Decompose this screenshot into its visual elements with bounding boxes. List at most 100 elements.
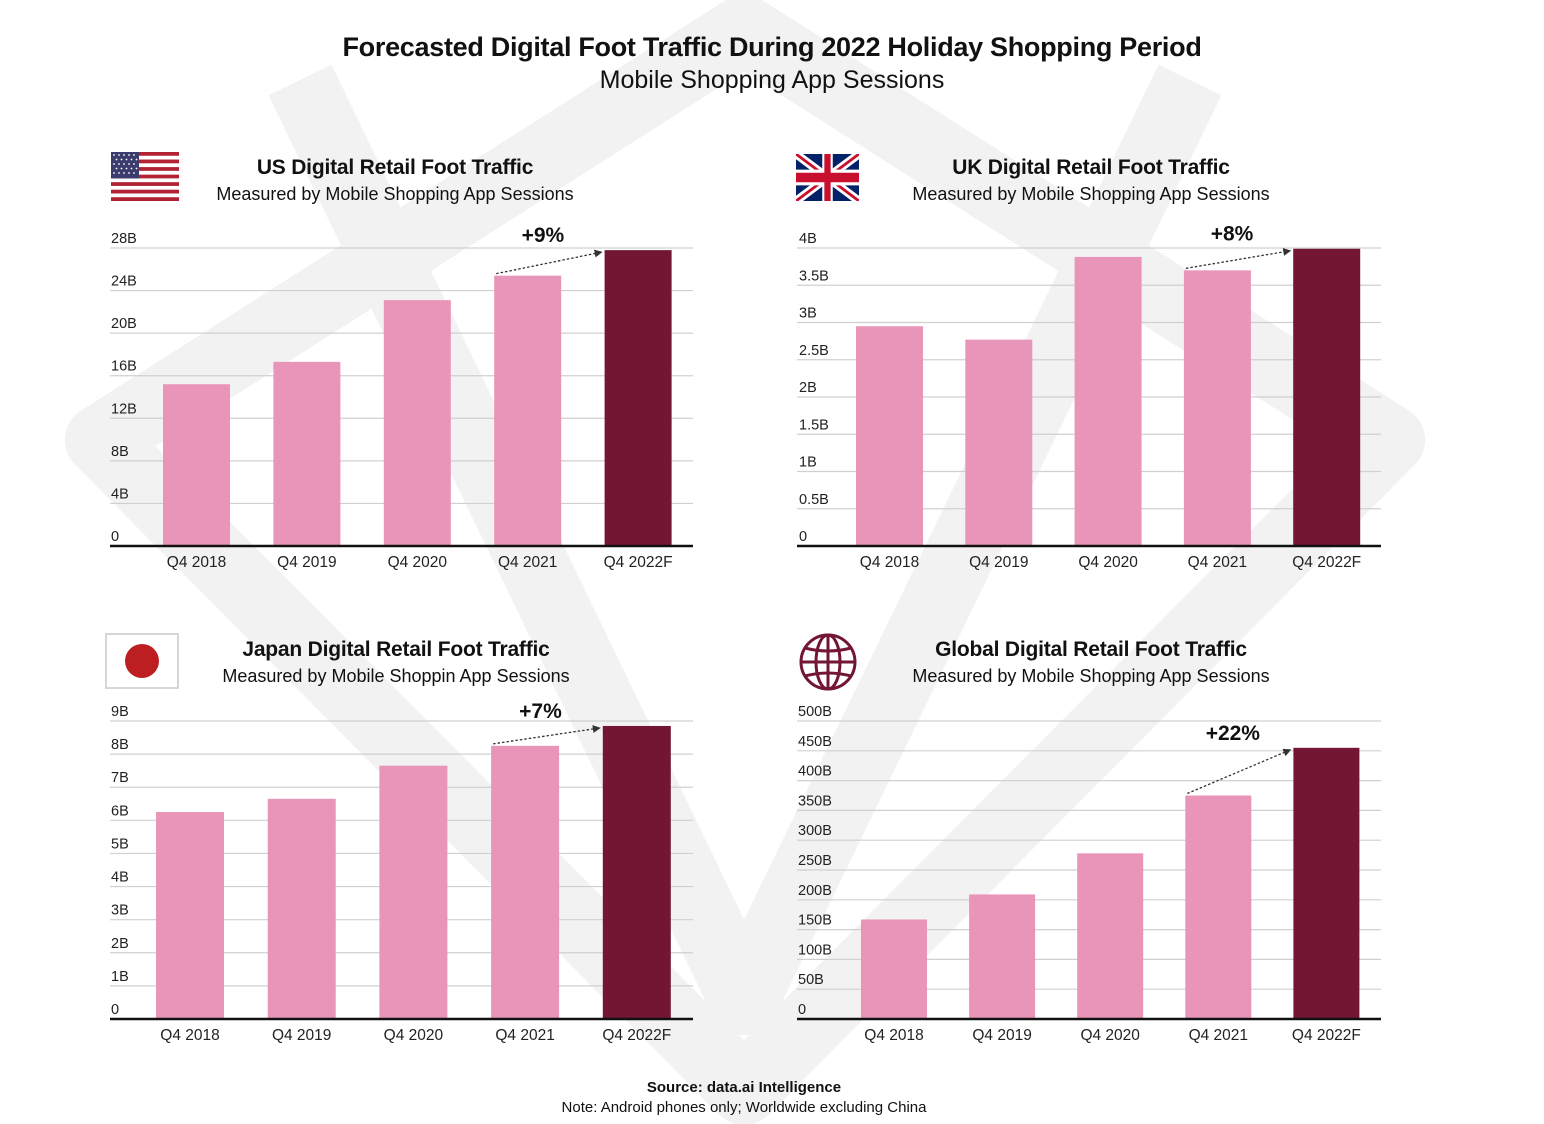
uk-bar-chart: 0 0.5B 1B 1.5B 2B 2.5B 3B 3.5B 4B Q4 2018 Q4 2019 Q…: [797, 223, 1381, 571]
y-tick-label: 4B: [111, 486, 129, 502]
y-tick-label: 7B: [111, 770, 129, 786]
x-tick-label: Q4 2019: [972, 1027, 1031, 1044]
bar: [861, 919, 927, 1019]
y-tick-label: 400B: [798, 764, 832, 780]
y-tick-label: 2B: [799, 380, 817, 396]
forecast-bar: [1293, 248, 1361, 546]
y-tick-label: 8B: [111, 737, 129, 753]
global-chart-title: Global Digital Retail Foot Traffic: [935, 638, 1247, 661]
x-tick-label: Q4 2018: [864, 1027, 923, 1044]
japan-flag-icon: [105, 633, 179, 689]
y-tick-label: 28B: [111, 231, 137, 247]
x-tick-label: Q4 2019: [277, 554, 336, 571]
japan-bar-chart: 0 1B 2B 3B 4B 5B 6B 7B 8B 9B Q4 2018 Q4 2019 Q4 2020…: [110, 700, 693, 1044]
x-tick-label: Q4 2022F: [1292, 1027, 1361, 1044]
y-tick-label: 3B: [111, 903, 129, 919]
bar: [267, 798, 336, 1019]
x-tick-label: Q4 2021: [1189, 1027, 1248, 1044]
y-tick-label: 500B: [798, 704, 832, 720]
x-tick-label: Q4 2020: [1080, 1027, 1140, 1044]
japan-chart-subtitle: Measured by Mobile Shoppin App Sessions: [222, 666, 570, 686]
us-chart-title: US Digital Retail Foot Traffic: [256, 156, 534, 179]
x-tick-label: Q4 2022F: [602, 1027, 671, 1044]
y-tick-label: 6B: [111, 803, 129, 819]
y-tick-label: 16B: [111, 359, 137, 375]
x-tick-label: Q4 2021: [495, 1027, 554, 1044]
x-tick-label: Q4 2020: [384, 1027, 444, 1044]
y-tick-label: 1B: [799, 455, 817, 471]
global-bar-chart: 0 50B 100B 150B 200B 250B 300B 350B 400B 450B 500B…: [797, 704, 1381, 1044]
y-tick-label: 12B: [111, 401, 137, 417]
y-tick-label: 150B: [798, 913, 832, 929]
bar: [1074, 256, 1142, 546]
main-title: Forecasted Digital Foot Traffic During 2…: [342, 32, 1202, 62]
bar: [273, 361, 341, 546]
source-note: Source: data.ai Intelligence: [646, 1079, 842, 1096]
x-tick-label: Q4 2019: [272, 1027, 331, 1044]
bar: [1183, 270, 1251, 546]
y-tick-label: 0: [111, 529, 119, 545]
y-tick-label: 9B: [111, 704, 129, 720]
forecast-bar: [602, 725, 671, 1019]
globe-icon: [799, 633, 857, 691]
y-tick-label: 0: [798, 1002, 806, 1018]
bar: [1077, 853, 1144, 1019]
footnote: Note: Android phones only; Worldwide exc…: [561, 1099, 927, 1116]
y-tick-label: 4B: [111, 870, 129, 886]
us-flag-icon: [111, 152, 179, 201]
us-chart-subtitle: Measured by Mobile Shopping App Sessions: [216, 184, 574, 204]
growth-annotation: +7%: [519, 700, 562, 723]
y-tick-label: 20B: [111, 316, 137, 332]
y-tick-label: 450B: [798, 734, 832, 750]
bar: [163, 384, 230, 546]
bar: [494, 275, 562, 546]
uk-flag-icon: [796, 154, 859, 201]
uk-chart-subtitle: Measured by Mobile Shopping App Sessions: [912, 184, 1270, 204]
forecast-bar: [1293, 747, 1360, 1019]
x-tick-label: Q4 2018: [167, 554, 226, 571]
bar: [965, 339, 1033, 546]
global-chart-subtitle: Measured by Mobile Shopping App Sessions: [912, 666, 1270, 686]
x-tick-label: Q4 2019: [969, 554, 1028, 571]
y-tick-label: 300B: [798, 823, 832, 839]
uk-chart-title: UK Digital Retail Foot Traffic: [952, 156, 1230, 179]
growth-annotation: +22%: [1206, 722, 1261, 745]
x-tick-label: Q4 2022F: [1292, 554, 1361, 571]
growth-arrow: [1187, 748, 1292, 795]
bar: [379, 765, 448, 1019]
growth-annotation: +8%: [1211, 223, 1254, 246]
japan-chart-title: Japan Digital Retail Foot Traffic: [242, 638, 550, 661]
y-tick-label: 1B: [111, 969, 129, 985]
y-tick-label: 100B: [798, 942, 832, 958]
forecast-bar: [604, 250, 672, 546]
bar: [383, 300, 451, 546]
y-tick-label: 0.5B: [799, 492, 829, 508]
y-tick-label: 3.5B: [799, 268, 829, 284]
x-tick-label: Q4 2021: [498, 554, 557, 571]
y-tick-label: 1.5B: [799, 417, 829, 433]
bar: [1185, 795, 1252, 1019]
x-tick-label: Q4 2022F: [604, 554, 673, 571]
x-tick-label: Q4 2021: [1188, 554, 1247, 571]
y-tick-label: 3B: [799, 306, 817, 322]
y-tick-label: 350B: [798, 793, 832, 809]
growth-annotation: +9%: [522, 224, 565, 247]
y-tick-label: 0: [799, 529, 807, 545]
y-tick-label: 2.5B: [799, 343, 829, 359]
bar: [969, 894, 1036, 1019]
y-tick-label: 8B: [111, 444, 129, 460]
y-tick-label: 24B: [111, 274, 137, 290]
main-subtitle: Mobile Shopping App Sessions: [599, 66, 945, 94]
y-tick-label: 4B: [799, 231, 817, 247]
us-bar-chart: 0 4B 8B 12B 16B 20B 24B 28B Q4 2018 Q4 2019 Q4 202…: [110, 224, 693, 571]
x-tick-label: Q4 2020: [1078, 554, 1138, 571]
bar: [156, 812, 224, 1019]
y-tick-label: 0: [111, 1002, 119, 1018]
y-tick-label: 50B: [798, 972, 824, 988]
y-tick-label: 200B: [798, 883, 832, 899]
x-tick-label: Q4 2018: [860, 554, 919, 571]
x-tick-label: Q4 2020: [388, 554, 448, 571]
y-tick-label: 5B: [111, 836, 129, 852]
bar: [856, 326, 923, 546]
x-tick-label: Q4 2018: [160, 1027, 219, 1044]
